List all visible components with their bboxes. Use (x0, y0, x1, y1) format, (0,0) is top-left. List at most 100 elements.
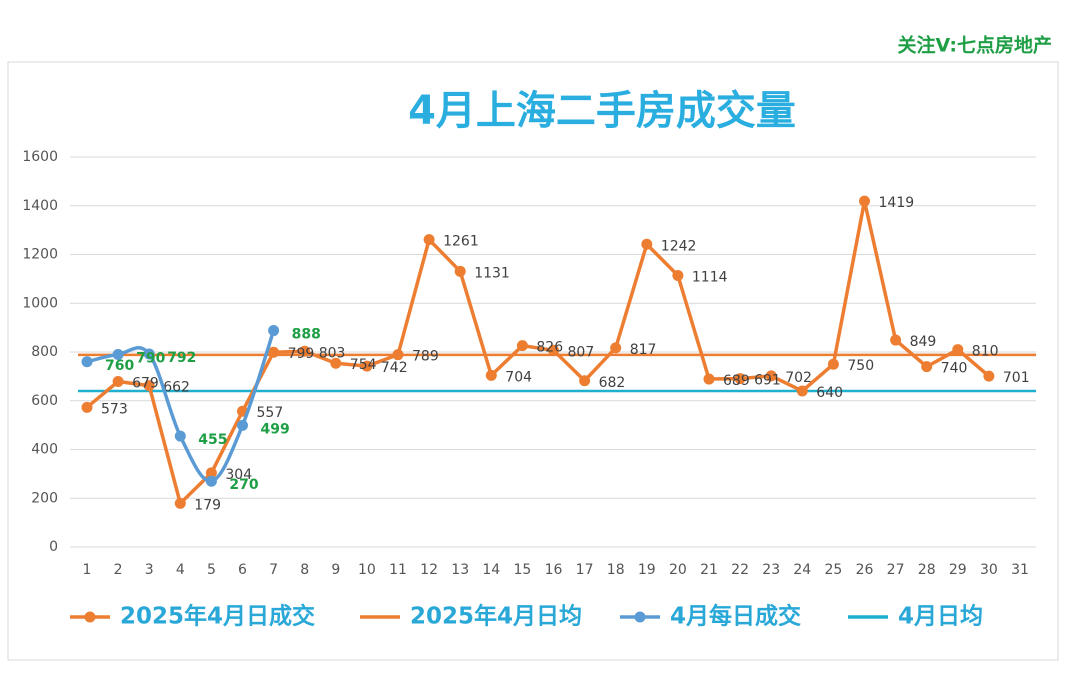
x-tick-label: 3 (145, 562, 154, 578)
data-point (765, 370, 777, 382)
data-point (174, 430, 186, 442)
x-tick-label: 9 (331, 562, 340, 578)
y-tick-label: 400 (31, 442, 58, 458)
x-tick-label: 20 (669, 562, 687, 578)
x-tick-label: 27 (887, 562, 905, 578)
series-line (85, 199, 991, 506)
x-tick-label: 4 (176, 562, 185, 578)
x-tick-label: 22 (731, 562, 749, 578)
data-point (237, 419, 248, 431)
data-label: 750 (847, 358, 874, 374)
data-label: 789 (412, 349, 439, 365)
y-tick-label: 800 (31, 344, 58, 360)
data-label: 499 (261, 421, 290, 437)
data-label: 888 (292, 327, 321, 343)
legend-label: 2025年4月日成交 (120, 603, 315, 630)
x-tick-label: 18 (607, 562, 625, 578)
y-tick-label: 1200 (22, 247, 58, 263)
x-tick-label: 6 (238, 562, 247, 578)
data-point (205, 475, 217, 487)
data-point (859, 195, 870, 207)
data-label: 1114 (692, 269, 728, 285)
data-point (641, 238, 653, 250)
legend-label: 4月每日成交 (670, 603, 801, 630)
data-label: 740 (941, 361, 968, 377)
data-label: 1419 (879, 195, 915, 211)
legend-marker (634, 611, 646, 623)
data-label: 803 (319, 345, 346, 361)
legend-marker (84, 611, 96, 623)
data-point (548, 344, 559, 356)
chart-title: 4月上海二手房成交量 (408, 88, 796, 134)
data-point (143, 348, 155, 360)
data-point (299, 345, 311, 357)
data-point (392, 349, 404, 361)
watermark: 关注V:七点房地产 (898, 34, 1052, 57)
y-tick-label: 0 (49, 539, 58, 555)
data-point (112, 375, 124, 387)
data-label: 790 (136, 350, 165, 366)
data-label: 704 (505, 369, 532, 385)
data-point (983, 370, 995, 382)
x-tick-label: 17 (576, 562, 594, 578)
x-tick-label: 15 (513, 562, 531, 578)
data-point (890, 334, 902, 346)
chart-border (7, 61, 1059, 661)
x-tick-label: 1 (83, 562, 92, 578)
data-label: 1242 (661, 238, 697, 254)
data-label: 849 (910, 334, 937, 350)
data-point (734, 373, 746, 385)
data-point (143, 380, 155, 392)
data-label: 691 (754, 373, 781, 389)
x-tick-label: 29 (949, 562, 967, 578)
y-tick-label: 600 (31, 393, 58, 409)
data-label: 742 (381, 360, 408, 376)
data-point (485, 369, 497, 381)
data-label: 689 (723, 373, 750, 389)
y-tick-label: 1600 (22, 149, 58, 165)
y-tick-label: 1400 (22, 198, 58, 214)
data-point (579, 375, 591, 387)
data-label: 179 (194, 497, 221, 513)
x-tick-label: 25 (824, 562, 842, 578)
data-label: 455 (198, 432, 227, 448)
x-tick-label: 11 (389, 562, 407, 578)
data-point (205, 467, 217, 479)
data-label: 760 (105, 358, 134, 374)
data-label: 662 (163, 380, 190, 396)
data-point (796, 385, 808, 397)
data-label: 679 (132, 375, 159, 391)
data-label: 702 (785, 370, 812, 386)
data-point (81, 356, 93, 368)
y-tick-label: 200 (31, 490, 58, 506)
data-point (361, 360, 373, 372)
x-tick-label: 23 (762, 562, 780, 578)
x-tick-label: 30 (980, 562, 998, 578)
data-point (423, 234, 435, 246)
legend-label: 2025年4月日均 (410, 603, 582, 630)
data-label: 573 (101, 401, 128, 417)
legend-label: 4月日均 (898, 603, 983, 630)
data-label: 640 (816, 385, 843, 401)
data-point (268, 325, 280, 337)
data-point (921, 361, 933, 373)
x-tick-label: 24 (793, 562, 811, 578)
data-label: 799 (288, 346, 315, 362)
data-label: 682 (599, 375, 626, 391)
data-point (454, 265, 466, 277)
data-label: 754 (350, 357, 377, 373)
x-tick-label: 8 (300, 562, 309, 578)
x-tick-label: 7 (269, 562, 278, 578)
data-point (174, 497, 186, 509)
x-tick-label: 2 (114, 562, 123, 578)
data-label: 270 (229, 477, 258, 493)
data-label: 304 (225, 467, 252, 483)
data-label: 807 (568, 344, 595, 360)
data-point (952, 344, 964, 356)
data-point (703, 373, 715, 385)
x-tick-label: 13 (451, 562, 469, 578)
data-label: 1261 (443, 234, 479, 250)
data-point (610, 342, 622, 354)
